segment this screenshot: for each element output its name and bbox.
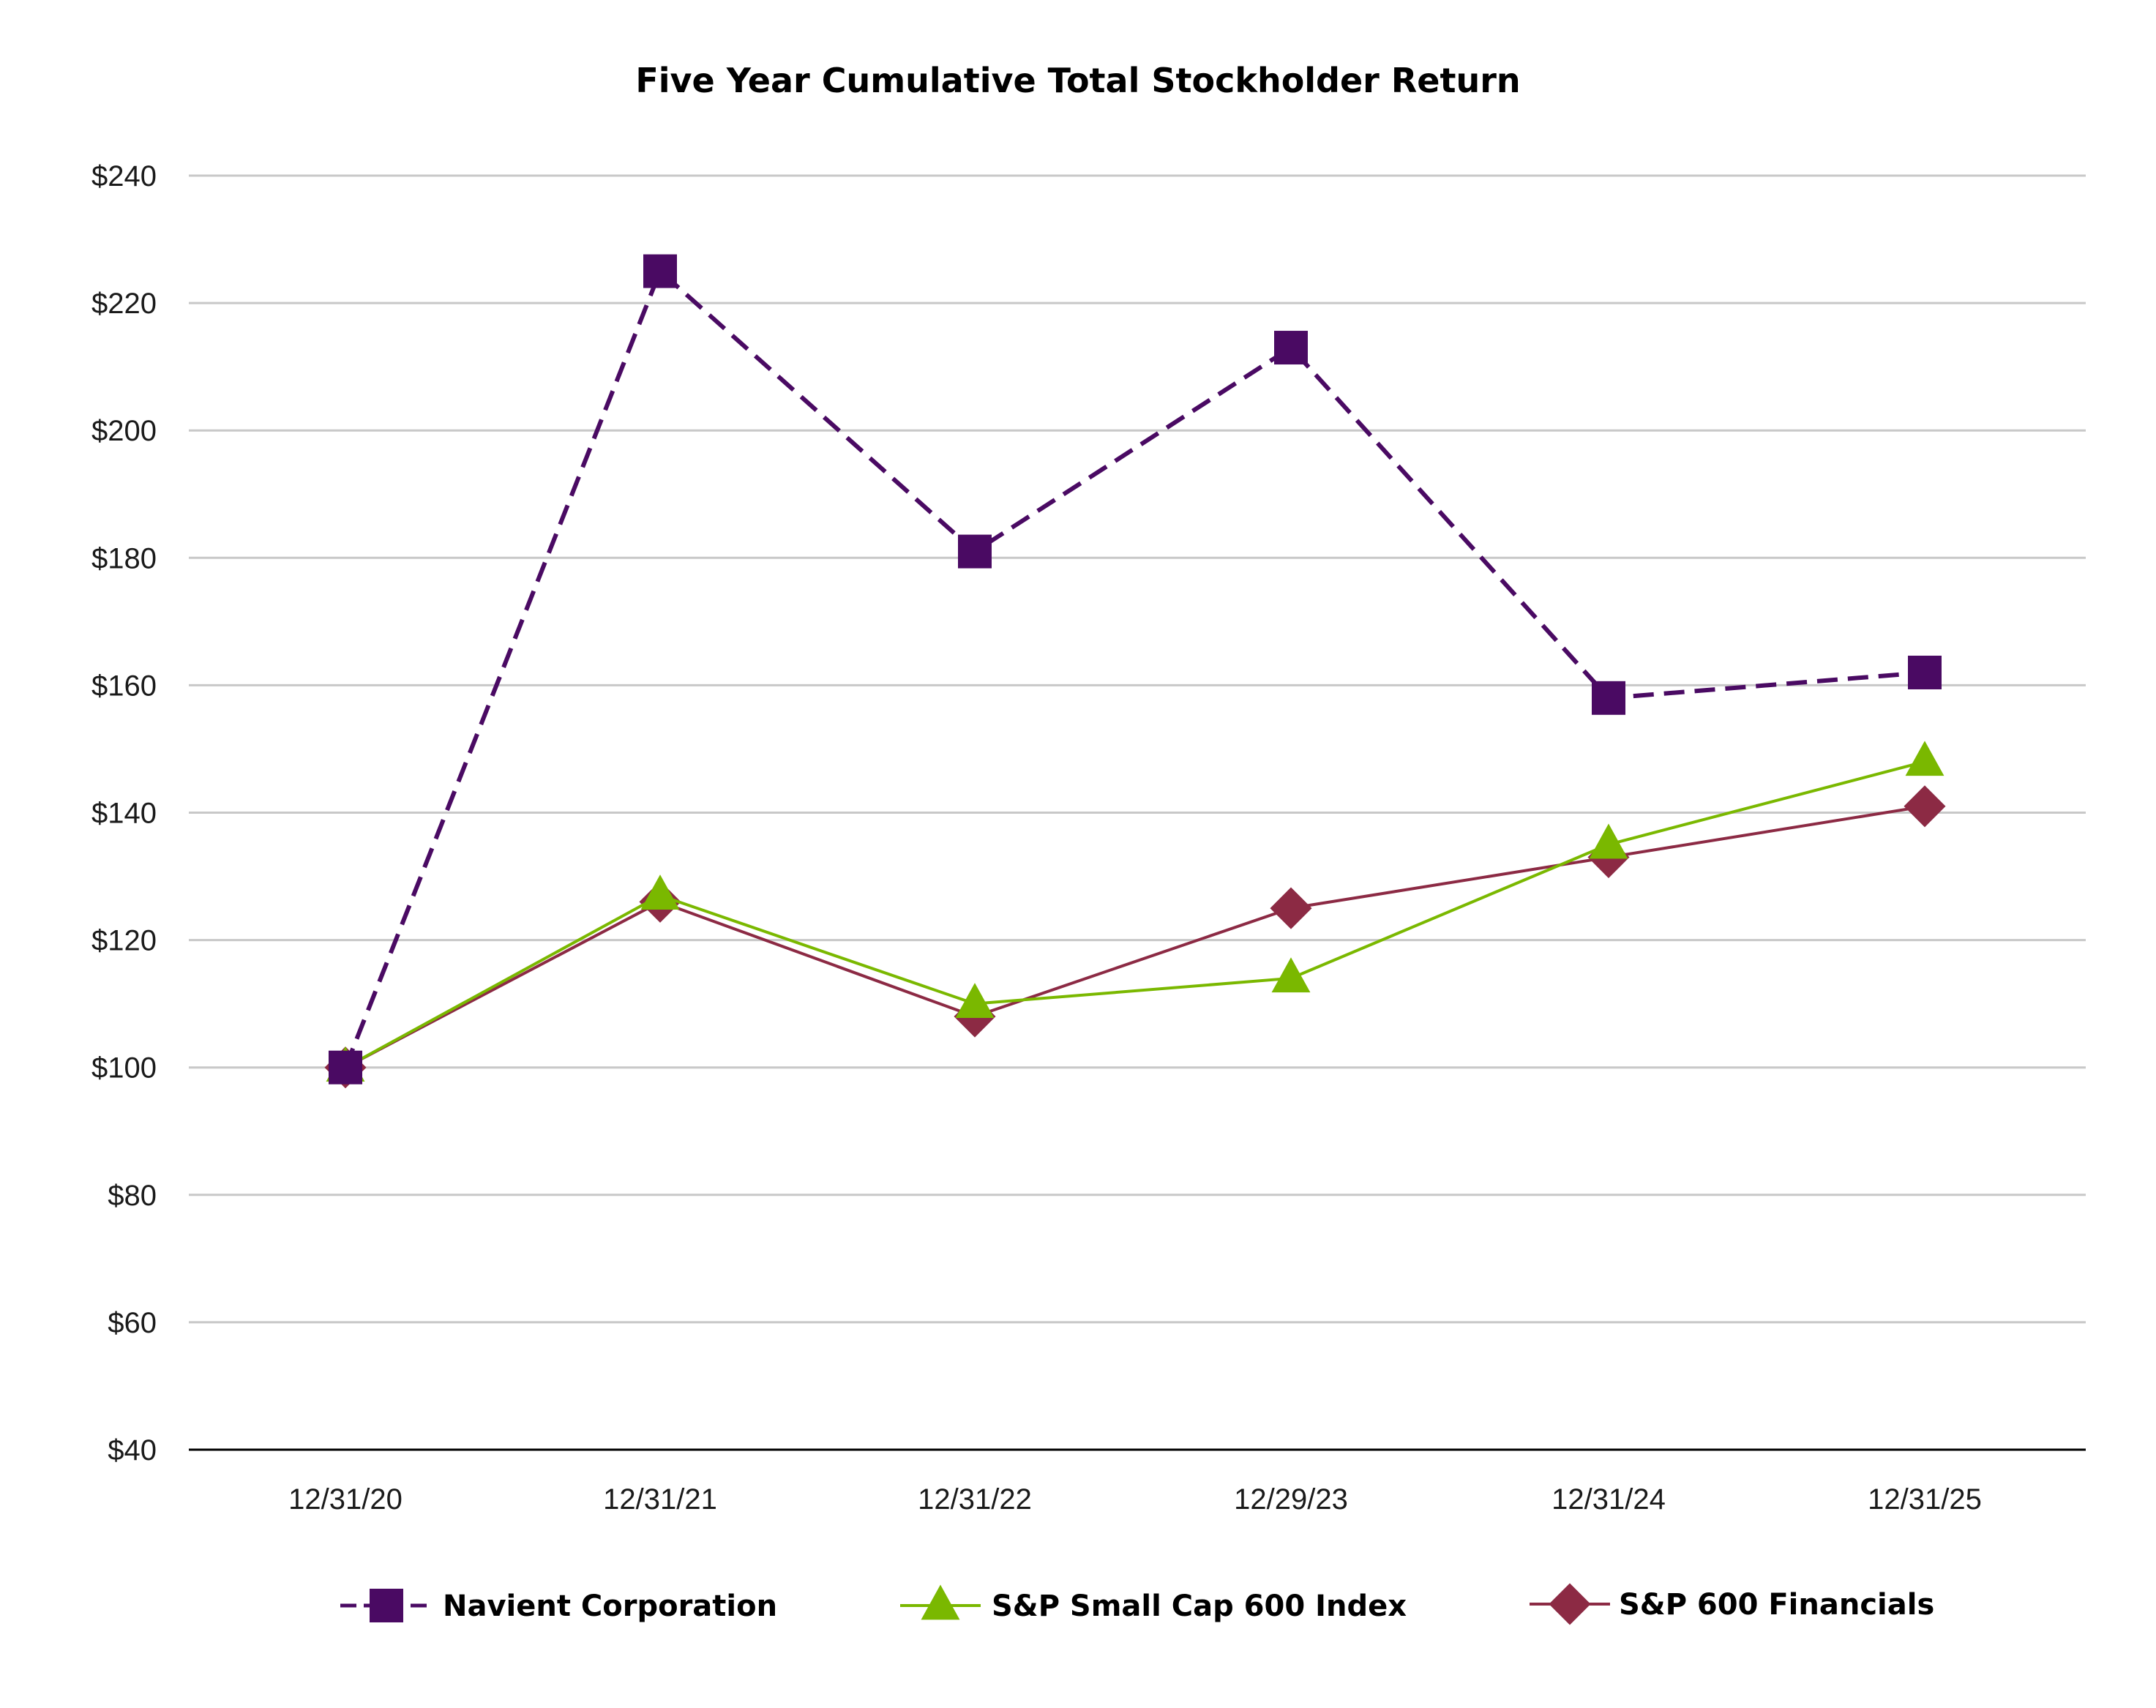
y-tick-label: $240 <box>91 160 157 192</box>
y-tick-label: $40 <box>108 1434 157 1467</box>
x-axis-tick-labels: 12/31/20 12/31/21 12/31/22 12/29/23 12/31/24… <box>288 1483 1982 1516</box>
legend-item: S&P Small Cap 600 Index <box>900 1584 1407 1623</box>
y-tick-label: $60 <box>108 1307 157 1339</box>
x-tick-label: 12/31/20 <box>288 1483 403 1516</box>
y-tick-label: $140 <box>91 798 157 830</box>
y-tick-label: $220 <box>91 288 157 320</box>
y-tick-label: $120 <box>91 925 157 957</box>
data-point <box>955 983 995 1018</box>
data-point <box>1592 681 1625 715</box>
y-tick-label: $100 <box>91 1052 157 1085</box>
legend-item: Navient Corporation <box>340 1589 777 1623</box>
series-0 <box>329 254 1942 1085</box>
y-axis-tick-labels: $40 $60 $80 $100 $120 $140 $160 $180 $200 $220 $24… <box>91 160 157 1467</box>
legend: Navient Corporation S&P Small Cap 600 Ind… <box>340 1583 1934 1625</box>
data-point <box>1904 785 1946 828</box>
legend-item: S&P 600 Financials <box>1530 1583 1934 1625</box>
data-point <box>329 1050 362 1085</box>
legend-label: S&P Small Cap 600 Index <box>992 1589 1407 1623</box>
legend-label: Navient Corporation <box>443 1589 777 1623</box>
x-tick-label: 12/31/25 <box>1868 1483 1982 1516</box>
x-tick-label: 12/31/22 <box>918 1483 1032 1516</box>
series-layer <box>324 254 1946 1089</box>
legend-marker <box>1549 1583 1591 1625</box>
legend-marker <box>370 1589 403 1622</box>
series-line <box>343 267 1925 1068</box>
series-2 <box>324 785 1946 1089</box>
data-point <box>1274 331 1308 365</box>
data-point <box>1908 655 1942 689</box>
series-line <box>345 804 1925 1069</box>
gridlines <box>189 174 2086 1324</box>
x-tick-label: 12/31/21 <box>603 1483 717 1516</box>
chart-title: Five Year Cumulative Total Stockholder R… <box>635 61 1520 100</box>
data-point <box>1905 741 1944 776</box>
y-tick-label: $200 <box>91 415 157 447</box>
legend-label: S&P 600 Financials <box>1619 1588 1934 1622</box>
y-tick-label: $80 <box>108 1180 157 1212</box>
series-line <box>345 760 1925 1069</box>
x-tick-label: 12/29/23 <box>1234 1483 1348 1516</box>
data-point <box>643 254 677 288</box>
legend-marker <box>921 1584 960 1620</box>
data-point <box>1271 957 1311 993</box>
y-tick-label: $180 <box>91 542 157 574</box>
y-tick-label: $160 <box>91 670 157 702</box>
data-point <box>1270 887 1312 929</box>
x-tick-label: 12/31/24 <box>1552 1483 1666 1516</box>
data-point <box>1589 823 1628 859</box>
data-point <box>640 874 680 910</box>
series-1 <box>326 741 1944 1082</box>
data-point <box>958 534 992 569</box>
